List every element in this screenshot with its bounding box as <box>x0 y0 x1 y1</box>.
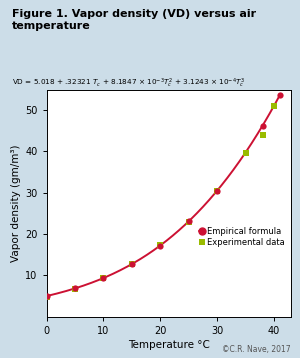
Y-axis label: Vapor density (gm/m³): Vapor density (gm/m³) <box>11 144 21 262</box>
Text: Figure 1. Vapor density (VD) versus air
temperature: Figure 1. Vapor density (VD) versus air … <box>12 9 256 31</box>
Text: ©C.R. Nave, 2017: ©C.R. Nave, 2017 <box>222 345 291 354</box>
Legend: Empirical formula, Experimental data: Empirical formula, Experimental data <box>197 225 287 249</box>
Text: VD = 5.018 + .32321 $T_c$ + 8.1847 $\times$ 10$^{-3}$$T_c^2$ + 3.1243 $\times$ 1: VD = 5.018 + .32321 $T_c$ + 8.1847 $\tim… <box>12 77 245 90</box>
X-axis label: Temperature °C: Temperature °C <box>128 340 210 350</box>
